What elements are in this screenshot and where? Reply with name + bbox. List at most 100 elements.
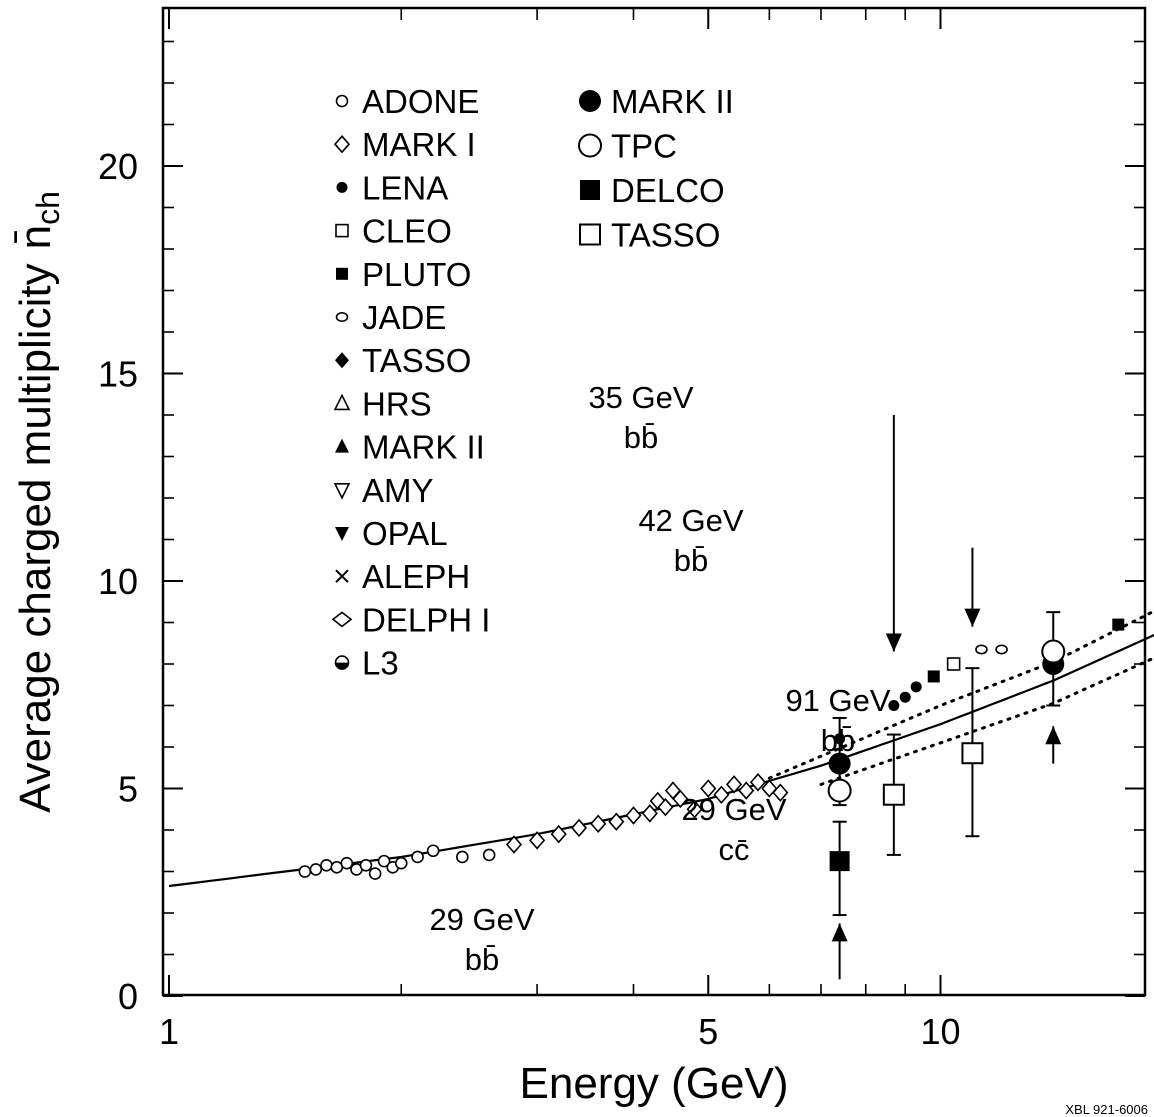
legend-marker — [578, 133, 602, 158]
legend-marker — [335, 311, 349, 322]
kind-circle-filled-small — [910, 681, 922, 693]
kind-circle-filled-small — [834, 733, 846, 745]
legend: ADONE MARK I LENA CLEO PLUTO JADE TASSO HRS MARK… — [331, 83, 734, 682]
y-axis-symbol: n̄ — [11, 225, 60, 249]
legend-item: PLUTO — [336, 256, 471, 293]
data-point-cleo — [946, 657, 961, 671]
legend-label: LENA — [362, 169, 448, 206]
kind-square-open-small — [946, 657, 961, 671]
kind-circle-filled-small — [888, 700, 900, 711]
data-point-tasso — [882, 783, 905, 806]
annotation-quark-label: bb̄ — [465, 942, 499, 977]
legend-item: L3 — [334, 645, 399, 682]
y-axis-subscript: ch — [30, 191, 66, 225]
annotation: 35 GeV bb̄ — [588, 380, 902, 652]
kind-square-filled-large — [580, 180, 600, 200]
kind-diamond-open — [700, 779, 717, 798]
legend-item: DELPH I — [331, 601, 490, 638]
legend-item: MARK II — [335, 429, 485, 466]
kind-square-open-small — [335, 223, 349, 238]
kind-square-open-large — [579, 223, 601, 246]
annotation-arrow-head — [1045, 726, 1062, 745]
legend-label: TASSO — [362, 342, 471, 379]
data-point-tpc — [1041, 639, 1066, 664]
kind-diamond-open — [657, 797, 674, 817]
kind-triangle-down-open — [333, 482, 351, 500]
kind-circle-open-small — [309, 863, 323, 876]
legend-marker — [335, 569, 349, 583]
kind-diamond-open — [713, 785, 730, 804]
legend-item: MARK I — [333, 126, 476, 163]
legend-marker — [335, 352, 349, 369]
data-point-mark-i — [529, 831, 546, 850]
annotation: 29 GeV bb̄ — [429, 902, 848, 980]
figure-code: XBL 921-6006 — [1065, 1102, 1148, 1117]
legend-marker — [336, 181, 348, 193]
kind-circle-filled-large — [579, 90, 601, 112]
annotation-energy-label: 29 GeV — [681, 792, 786, 827]
annotation: 29 GeV cc̄ — [681, 726, 1062, 867]
kind-circle-open-small — [368, 867, 382, 880]
data-point-adone — [377, 854, 391, 868]
legend-marker — [336, 267, 348, 280]
legend-label: L3 — [362, 645, 399, 682]
data-point-mark-i — [700, 779, 717, 798]
data-point-adone — [320, 858, 333, 872]
data-point-lena — [910, 681, 922, 693]
kind-diamond-open — [505, 835, 523, 854]
y-tick-label: 5 — [118, 769, 138, 810]
data-point-jade — [995, 644, 1008, 655]
y-tick-label: 10 — [98, 561, 138, 602]
data-point-adone — [426, 844, 440, 858]
uncertainty-band — [767, 609, 1154, 786]
legend-label: HRS — [362, 385, 432, 422]
x-axis-title: Energy (GeV) — [520, 1059, 789, 1108]
data-point-mark-i — [590, 814, 607, 833]
annotation-quark-label: cc̄ — [719, 832, 750, 867]
kind-square-open-large — [882, 783, 905, 806]
legend-item: HRS — [333, 385, 432, 422]
kind-diamond-open — [749, 773, 767, 792]
data-point-adone — [368, 867, 382, 880]
kind-diamond-open — [550, 824, 567, 844]
legend-item: MARK II — [579, 83, 734, 120]
kind-square-filled-small — [927, 670, 940, 683]
legend-item: TASSO — [335, 342, 471, 379]
annotation-energy-label: 35 GeV — [588, 380, 693, 415]
kind-circle-half-fill — [335, 662, 349, 670]
data-point-mark-i — [657, 797, 674, 817]
legend-item: DELCO — [580, 172, 725, 209]
data-point-mark-i — [738, 781, 755, 800]
legend-label: OPAL — [362, 515, 448, 552]
legend-item: ALEPH — [335, 558, 470, 595]
data-point-tpc — [827, 778, 852, 803]
legend-marker — [331, 611, 353, 628]
kind-diamond-open — [672, 789, 689, 809]
x-tick-label: 5 — [698, 1011, 718, 1052]
y-axis-title: Average charged multiplicity n̄ch — [11, 191, 66, 813]
kind-circle-open-small — [377, 854, 391, 868]
kind-triangle-down-filled — [335, 527, 349, 541]
legend-label: PLUTO — [362, 256, 471, 293]
legend-label: MARK II — [611, 83, 734, 120]
legend-label: ADONE — [362, 83, 479, 120]
y-tick-label: 0 — [118, 976, 138, 1017]
kind-circle-open-large — [1041, 639, 1066, 664]
legend-item: TASSO — [579, 217, 720, 254]
kind-diamond-open — [725, 775, 743, 794]
y-tick-label: 15 — [98, 354, 138, 395]
kind-circle-filled-large — [828, 752, 851, 775]
annotation: 42 GeV bb̄ — [638, 503, 981, 627]
x-tick-label: 1 — [159, 1011, 179, 1052]
data-point-mark-i — [672, 789, 689, 809]
annotation: 91 GeV bb̄ — [785, 683, 890, 758]
kind-diamond-open — [608, 812, 625, 831]
data-point-adone — [411, 850, 424, 864]
legend-marker — [335, 94, 349, 108]
data-point-adone — [394, 856, 408, 870]
kind-square-filled-large — [829, 851, 850, 872]
data-point-lena — [888, 700, 900, 711]
legend-label: AMY — [362, 472, 434, 509]
